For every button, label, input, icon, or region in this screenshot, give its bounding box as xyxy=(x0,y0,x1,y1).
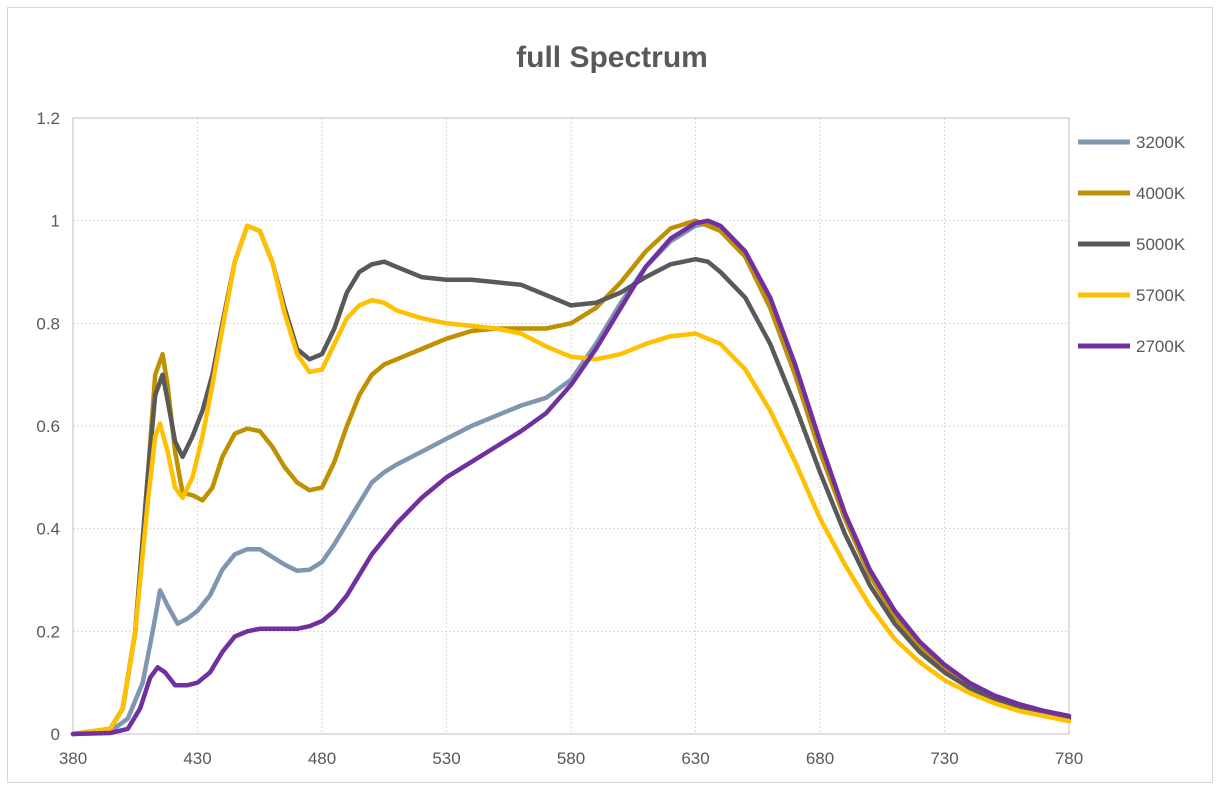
series-line-2700K xyxy=(70,218,1072,737)
legend-label-2700K: 2700K xyxy=(1136,337,1186,356)
legend-label-3200K: 3200K xyxy=(1136,133,1186,152)
x-tick-label: 630 xyxy=(681,749,709,768)
y-tick-label: 0.2 xyxy=(36,622,60,641)
x-tick-label: 680 xyxy=(806,749,834,768)
series-line-5700K xyxy=(70,223,1072,737)
series-line-4000K xyxy=(70,218,1072,737)
x-tick-label: 530 xyxy=(432,749,460,768)
x-tick-label: 780 xyxy=(1055,749,1083,768)
legend-label-5000K: 5000K xyxy=(1136,235,1186,254)
y-tick-label: 1 xyxy=(51,212,60,231)
y-tick-label: 0.4 xyxy=(36,520,60,539)
legend: 3200K 4000K 5000K 5700K 2700K xyxy=(1078,133,1186,356)
x-tick-label: 430 xyxy=(183,749,211,768)
line-chart: full Spectrum 380 430 480 530 580 630 680 730 78… xyxy=(36,41,1186,768)
series-line-5000K xyxy=(70,223,1072,737)
x-tick-label: 730 xyxy=(930,749,958,768)
legend-label-5700K: 5700K xyxy=(1136,286,1186,305)
chart-frame: full Spectrum 380 430 480 530 580 630 680 730 78… xyxy=(7,7,1213,783)
series-lines xyxy=(70,218,1072,737)
x-tick-label: 480 xyxy=(308,749,336,768)
y-tick-label: 1.2 xyxy=(36,109,60,128)
x-tick-label: 380 xyxy=(59,749,87,768)
y-tick-label: 0.6 xyxy=(36,417,60,436)
x-tick-label: 580 xyxy=(557,749,585,768)
plot-area xyxy=(72,117,1070,735)
chart-title: full Spectrum xyxy=(516,41,708,74)
y-axis-ticks: 0 0.2 0.4 0.6 0.8 1 1.2 xyxy=(36,109,60,744)
legend-label-4000K: 4000K xyxy=(1136,184,1186,203)
y-tick-label: 0 xyxy=(51,725,60,744)
y-tick-label: 0.8 xyxy=(36,314,60,333)
x-axis-ticks: 380 430 480 530 580 630 680 730 780 xyxy=(59,749,1083,768)
